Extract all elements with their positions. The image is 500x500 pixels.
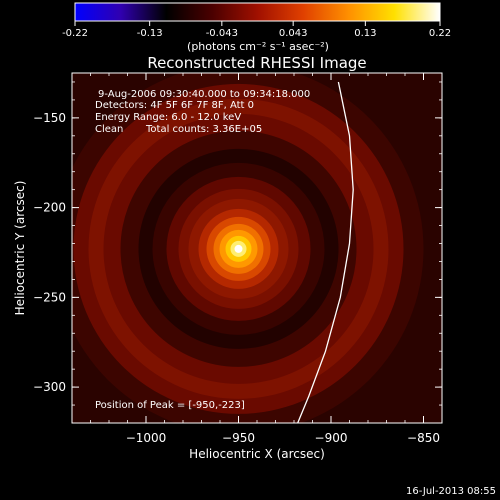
colorbar-tick-label: 0.043 [279, 28, 308, 39]
x-tick-label: −900 [315, 431, 348, 445]
colorbar-tick-label: 0.13 [354, 28, 376, 39]
x-tick-label: −950 [222, 431, 255, 445]
y-tick-label: −150 [33, 111, 66, 125]
heatmap-source [72, 73, 424, 423]
y-tick-label: −200 [33, 201, 66, 215]
colorbar-tick-label: -0.22 [62, 28, 88, 39]
timestamp: 16-Jul-2013 08:55 [406, 486, 496, 497]
x-axis: −1000 −950 −900 −850 [90, 73, 443, 445]
x-tick-label: −850 [407, 431, 440, 445]
solar-limb-line [297, 81, 354, 423]
y-axis: −150 −200 −250 −300 [33, 81, 442, 406]
x-tick-label: −1000 [126, 431, 167, 445]
colorbar-ticks: -0.22 -0.13 -0.043 0.043 0.13 0.22 [62, 21, 451, 39]
y-axis-label: Heliocentric Y (arcsec) [13, 181, 27, 316]
y-tick-label: −250 [33, 290, 66, 304]
colorbar-tick-label: -0.043 [206, 28, 238, 39]
chart-title: Reconstructed RHESSI Image [147, 54, 366, 72]
info-clean-label: Clean [95, 124, 123, 135]
y-tick-label: −300 [33, 380, 66, 394]
colorbar [74, 2, 441, 22]
peak-position-label: Position of Peak = [-950,-223] [95, 400, 245, 411]
colorbar-unit-label: (photons cm⁻² s⁻¹ asec⁻²) [187, 40, 329, 53]
x-axis-label: Heliocentric X (arcsec) [189, 447, 325, 461]
heatmap-contour [234, 244, 243, 253]
info-time-range: 9-Aug-2006 09:30:40.000 to 09:34:18.000 [98, 89, 310, 100]
colorbar-tick-label: -0.13 [137, 28, 163, 39]
info-total-counts: Total counts: 3.36E+05 [145, 124, 262, 135]
info-detectors: Detectors: 4F 5F 6F 7F 8F, Att 0 [95, 100, 254, 111]
colorbar-tick-label: 0.22 [429, 28, 451, 39]
info-energy-range: Energy Range: 6.0 - 12.0 keV [95, 112, 241, 123]
